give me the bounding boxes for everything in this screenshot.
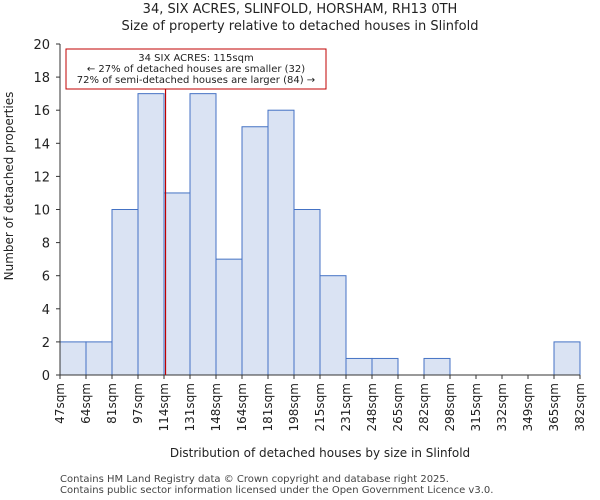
y-tick-label-20: 20	[33, 38, 50, 53]
x-tick-label-382sqm: 382sqm	[573, 383, 587, 431]
bars-group	[59, 93, 581, 376]
x-tick-label-231sqm: 231sqm	[339, 383, 353, 431]
bar-97sqm	[137, 93, 165, 376]
x-tick-label-47sqm: 47sqm	[53, 383, 67, 424]
y-tick-label-0: 0	[42, 369, 50, 384]
y-axis-label-wrap: Number of detached properties	[2, 92, 29, 281]
bar-64sqm	[85, 341, 113, 376]
x-tick-label-81sqm: 81sqm	[105, 383, 119, 424]
bar-47sqm	[59, 341, 87, 376]
bar-282sqm	[423, 357, 451, 376]
footer-line-1: Contains HM Land Registry data © Crown c…	[60, 474, 449, 485]
x-tick-label-265sqm: 265sqm	[391, 383, 405, 431]
bar-114sqm	[163, 192, 191, 376]
y-tick-label-14: 14	[33, 137, 50, 152]
x-tick-label-164sqm: 164sqm	[235, 383, 249, 431]
x-tick-label-215sqm: 215sqm	[313, 383, 327, 431]
axes-group: 0 2 4 6 8 10 12 14 16 18 20 47sqm 64sqm 81sqm 97sqm 114…	[33, 38, 587, 431]
x-tick-label-198sqm: 198sqm	[287, 383, 301, 431]
annotation-group: 34 SIX ACRES: 115sqm ← 27% of detached h…	[65, 48, 327, 90]
x-tick-label-282sqm: 282sqm	[417, 383, 431, 431]
bar-248sqm	[371, 357, 399, 376]
annotation-line-2: ← 27% of detached houses are smaller (32…	[87, 64, 305, 75]
x-tick-label-248sqm: 248sqm	[365, 383, 379, 431]
x-tick-label-114sqm: 114sqm	[157, 383, 171, 431]
x-tick-label-332sqm: 332sqm	[495, 383, 509, 431]
x-tick-label-365sqm: 365sqm	[547, 383, 561, 431]
y-tick-label-12: 12	[33, 170, 50, 185]
bar-181sqm	[267, 109, 295, 376]
y-tick-label-10: 10	[33, 204, 50, 219]
annotation-line-1: 34 SIX ACRES: 115sqm	[138, 53, 253, 64]
bar-164sqm	[241, 126, 269, 376]
x-tick-label-148sqm: 148sqm	[209, 383, 223, 431]
chart-subtitle: Size of property relative to detached ho…	[121, 19, 479, 34]
x-tick-label-181sqm: 181sqm	[261, 383, 275, 431]
bar-81sqm	[111, 209, 139, 376]
y-tick-label-4: 4	[42, 303, 50, 318]
bar-148sqm	[215, 258, 243, 376]
y-tick-label-2: 2	[42, 336, 50, 351]
y-tick-label-8: 8	[42, 237, 50, 252]
chart-title: 34, SIX ACRES, SLINFOLD, HORSHAM, RH13 0…	[142, 2, 458, 17]
footer-line-2: Contains public sector information licen…	[60, 485, 494, 496]
x-axis-label: Distribution of detached houses by size …	[169, 446, 471, 460]
x-tick-label-64sqm: 64sqm	[79, 383, 93, 424]
y-tick-label-16: 16	[33, 104, 50, 119]
bar-131sqm	[189, 93, 217, 376]
bar-365sqm	[553, 341, 581, 376]
bar-198sqm	[293, 209, 321, 376]
x-tick-label-315sqm: 315sqm	[469, 383, 483, 431]
y-tick-label-6: 6	[42, 270, 50, 285]
annotation-line-3: 72% of semi-detached houses are larger (…	[77, 75, 315, 86]
x-tick-label-131sqm: 131sqm	[183, 383, 197, 431]
x-tick-label-349sqm: 349sqm	[521, 383, 535, 431]
annotation-box	[65, 48, 327, 90]
bar-215sqm	[319, 275, 347, 376]
x-tick-label-97sqm: 97sqm	[131, 383, 145, 424]
bar-231sqm	[345, 357, 373, 376]
y-tick-label-18: 18	[33, 71, 50, 86]
y-axis-label: Number of detached properties	[2, 91, 16, 281]
x-tick-label-298sqm: 298sqm	[443, 383, 457, 431]
